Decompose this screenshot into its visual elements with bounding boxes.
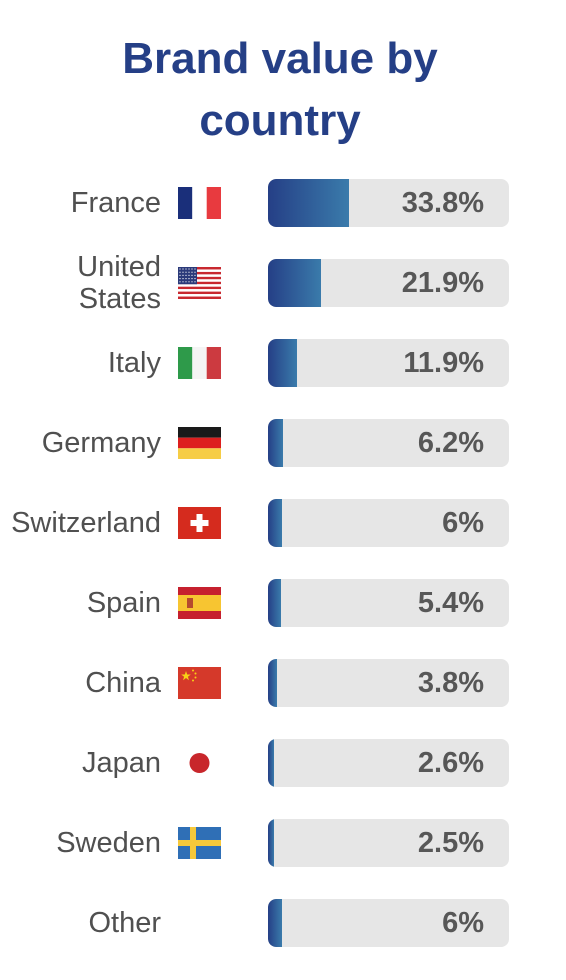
france-flag-icon xyxy=(178,187,221,219)
bar-fill xyxy=(268,819,274,867)
bar-row: United States 21.9% xyxy=(0,251,566,315)
bar-row: Japan 2.6% xyxy=(0,739,566,787)
value-label: 2.6% xyxy=(417,746,484,779)
category-label: France xyxy=(70,187,161,219)
value-label: 33.8% xyxy=(401,186,484,219)
sweden-flag-icon xyxy=(178,827,221,859)
category-label: Spain xyxy=(86,587,161,619)
usa-flag-icon xyxy=(178,267,221,300)
bar-fill xyxy=(268,339,297,387)
category-label: Japan xyxy=(81,747,161,779)
category-label: Other xyxy=(88,907,161,939)
switzerland-flag-icon xyxy=(178,507,221,539)
value-label: 11.9% xyxy=(403,346,484,379)
bar-fill xyxy=(268,179,349,227)
bar-fill xyxy=(268,259,321,307)
bar-track: 5.4% xyxy=(268,579,509,627)
bar-track: 3.8% xyxy=(268,659,509,707)
germany-flag-icon xyxy=(178,427,221,459)
bar-row: Italy 11.9% xyxy=(0,339,566,387)
category-label: Germany xyxy=(41,427,161,459)
japan-flag-icon xyxy=(178,747,221,779)
bar-track: 11.9% xyxy=(268,339,509,387)
chart-title: Brand value by country xyxy=(122,34,438,145)
category-label: Sweden xyxy=(56,827,161,859)
bar-track: 33.8% xyxy=(268,179,509,227)
bar-row: Switzerland 6% xyxy=(0,499,566,547)
value-label: 6% xyxy=(442,906,484,939)
bar-fill xyxy=(268,899,282,947)
bar-row: Sweden 2.5% xyxy=(0,819,566,867)
bar-fill xyxy=(268,579,281,627)
value-label: 21.9% xyxy=(401,266,484,299)
china-flag-icon xyxy=(178,667,221,699)
value-label: 3.8% xyxy=(417,666,484,699)
category-label: Italy xyxy=(107,347,161,379)
category-label: China xyxy=(85,667,161,699)
bar-row: China 3.8% xyxy=(0,659,566,707)
bar-track: 21.9% xyxy=(268,259,509,307)
bar-row: Spain 5.4% xyxy=(0,579,566,627)
spain-flag-icon xyxy=(178,587,221,619)
bar-track: 6% xyxy=(268,499,509,547)
value-label: 6.2% xyxy=(417,426,484,459)
bar-track: 6% xyxy=(268,899,509,947)
italy-flag-icon xyxy=(178,347,221,379)
bar-track: 6.2% xyxy=(268,419,509,467)
value-label: 5.4% xyxy=(417,586,484,619)
bar-fill xyxy=(268,739,274,787)
value-label: 6% xyxy=(442,506,484,539)
category-label: Switzerland xyxy=(11,507,161,539)
bar-row: France 33.8% xyxy=(0,179,566,227)
bar-fill xyxy=(268,419,283,467)
bar-track: 2.6% xyxy=(268,739,509,787)
bar-row: Other 6% xyxy=(0,899,566,947)
category-label: United States xyxy=(77,251,161,315)
bar-row: Germany 6.2% xyxy=(0,419,566,467)
bar-fill xyxy=(268,499,282,547)
bar-fill xyxy=(268,659,277,707)
bar-track: 2.5% xyxy=(268,819,509,867)
value-label: 2.5% xyxy=(417,826,484,859)
